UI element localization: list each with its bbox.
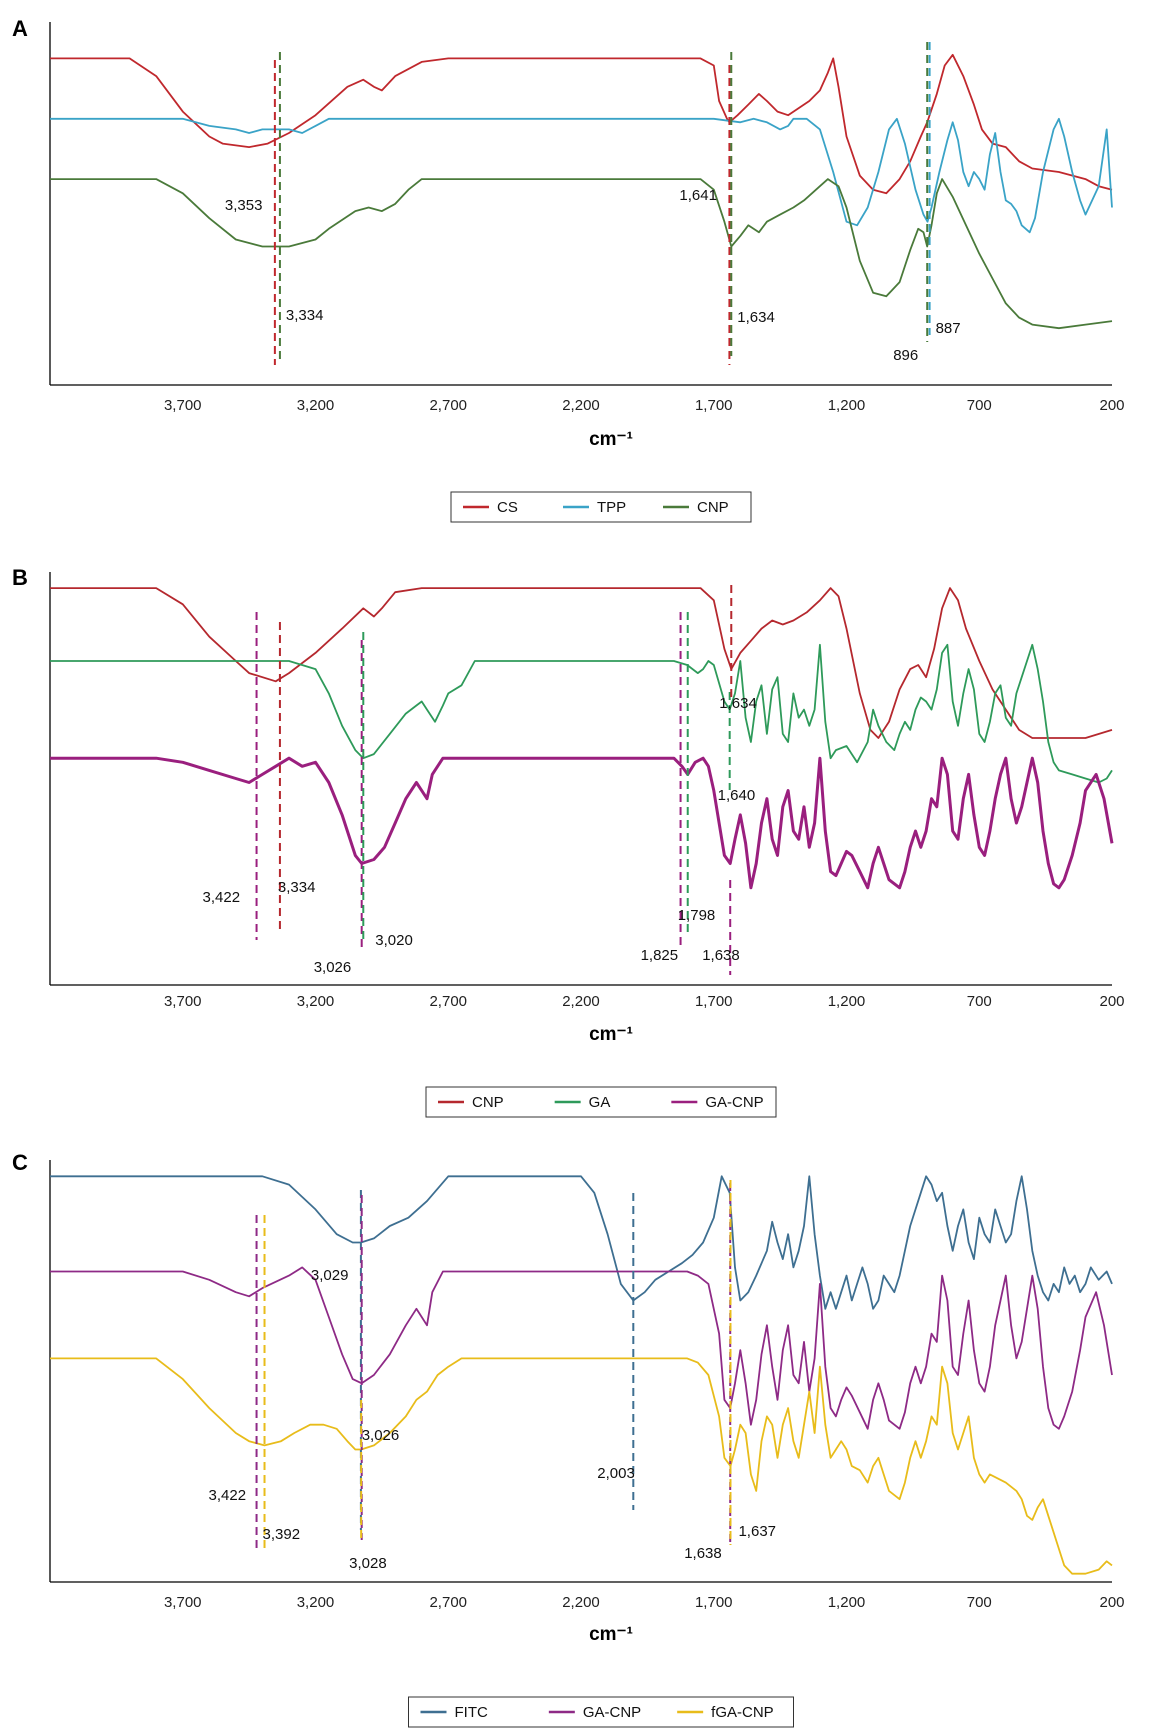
x-tick-label: 2,700 xyxy=(429,1594,467,1611)
peak-label: 3,422 xyxy=(209,1487,247,1504)
peak-label: 887 xyxy=(936,320,961,337)
legend-item-fitc: FITC xyxy=(455,1704,488,1721)
legend-item-tpp: TPP xyxy=(597,499,626,516)
x-tick-label: 2,200 xyxy=(562,1594,600,1611)
peak-label: 3,028 xyxy=(349,1555,387,1572)
x-tick-label: 200 xyxy=(1099,397,1124,414)
legend-item-cs: CS xyxy=(497,499,518,516)
peak-label: 1,638 xyxy=(684,1545,722,1562)
peak-label: 1,634 xyxy=(719,695,757,712)
peak-label: 3,353 xyxy=(225,197,263,214)
legend-item-cnp: CNP xyxy=(472,1094,504,1111)
peak-label: 3,020 xyxy=(375,932,413,949)
peak-label: 3,334 xyxy=(286,307,324,324)
x-axis-label: cm⁻¹ xyxy=(589,1024,633,1045)
panel-b: B 3,700 3,200 2,700 2,200 1,700 1,200 700 200 cm⁻… xyxy=(12,565,1125,1118)
x-tick-label: 3,700 xyxy=(164,993,202,1010)
x-tick-label: 1,200 xyxy=(828,993,866,1010)
x-tick-label: 3,700 xyxy=(164,397,202,414)
series-line-tpp xyxy=(50,117,1113,234)
series-line-ga-cnp xyxy=(50,1266,1113,1430)
panel-c: C 3,700 3,200 2,700 2,200 1,700 1,200 700 200 cm⁻… xyxy=(12,1150,1125,1728)
x-tick-label: 2,700 xyxy=(429,397,467,414)
series-line-ga xyxy=(50,643,1113,784)
panel-letter: A xyxy=(12,16,28,41)
legend-box xyxy=(450,491,752,523)
peak-label: 1,825 xyxy=(641,947,679,964)
x-tick-label: 1,700 xyxy=(695,397,733,414)
x-tick-label: 1,200 xyxy=(828,397,866,414)
x-tick-label: 3,200 xyxy=(297,1594,335,1611)
x-tick-label: 200 xyxy=(1099,993,1124,1010)
series-line-fga-cnp xyxy=(50,1357,1113,1575)
peak-label: 1,638 xyxy=(702,947,740,964)
x-tick-label: 200 xyxy=(1099,1594,1124,1611)
series-line-ga-cnp xyxy=(50,756,1114,890)
x-tick-label: 2,200 xyxy=(562,397,600,414)
x-tick-label: 3,200 xyxy=(297,397,335,414)
legend-box xyxy=(408,1696,794,1728)
x-tick-label: 3,200 xyxy=(297,993,335,1010)
legend-item-ga-cnp: GA-CNP xyxy=(705,1094,763,1111)
panel-letter: B xyxy=(12,565,28,590)
x-axis-label: cm⁻¹ xyxy=(589,429,633,450)
peak-label: 1,798 xyxy=(678,907,716,924)
legend-item-cnp: CNP xyxy=(697,499,729,516)
peak-label: 2,003 xyxy=(597,1465,635,1482)
peak-label: 3,392 xyxy=(263,1526,301,1543)
peak-label: 3,334 xyxy=(278,879,316,896)
peak-label: 1,641 xyxy=(679,187,717,204)
legend-item-ga-cnp: GA-CNP xyxy=(583,1704,641,1721)
x-tick-label: 2,700 xyxy=(429,993,467,1010)
series-line-cs xyxy=(50,53,1113,195)
peak-label: 1,637 xyxy=(738,1523,776,1540)
panel-letter: C xyxy=(12,1150,28,1175)
x-tick-label: 1,700 xyxy=(695,1594,733,1611)
peak-label: 3,422 xyxy=(203,889,241,906)
series-line-cnp xyxy=(50,587,1113,739)
peak-label: 1,634 xyxy=(737,309,775,326)
peak-label: 3,026 xyxy=(362,1427,400,1444)
x-tick-label: 2,200 xyxy=(562,993,600,1010)
x-tick-label: 1,200 xyxy=(828,1594,866,1611)
panel-a: A 3,700 3,200 2,700 2,200 1,700 1,200 700 200 cm⁻… xyxy=(12,16,1125,523)
peak-label: 896 xyxy=(893,347,918,364)
x-tick-label: 700 xyxy=(967,1594,992,1611)
legend-item-ga: GA xyxy=(589,1094,611,1111)
x-tick-label: 700 xyxy=(967,397,992,414)
legend-item-fga-cnp: fGA-CNP xyxy=(711,1704,774,1721)
x-tick-label: 1,700 xyxy=(695,993,733,1010)
peak-label: 3,026 xyxy=(314,959,352,976)
x-axis-label: cm⁻¹ xyxy=(589,1624,633,1645)
x-tick-label: 700 xyxy=(967,993,992,1010)
legend-box xyxy=(425,1086,777,1118)
peak-label: 3,029 xyxy=(311,1267,349,1284)
peak-label: 1,640 xyxy=(718,787,756,804)
series-line-cnp xyxy=(50,178,1113,330)
x-tick-label: 3,700 xyxy=(164,1594,202,1611)
series-line-fitc xyxy=(50,1175,1113,1310)
